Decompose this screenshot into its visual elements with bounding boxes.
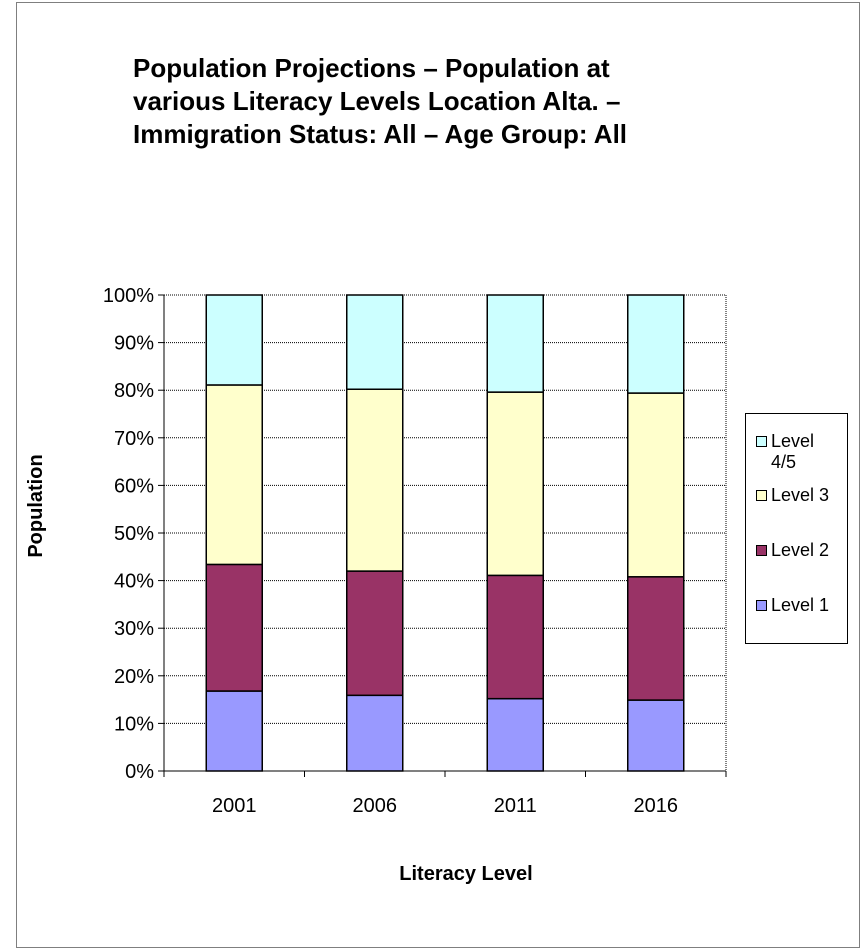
- y-tick-label: 0%: [125, 761, 154, 783]
- bar-segment: [486, 294, 544, 393]
- y-tick-label: 40%: [114, 571, 154, 593]
- bar-segment: [627, 699, 685, 772]
- legend-label: Level 1: [771, 595, 830, 615]
- bar-segment: [205, 384, 263, 566]
- legend-item: Level 1: [756, 595, 841, 616]
- chart-frame: [16, 2, 860, 948]
- legend-swatch: [756, 545, 767, 556]
- x-axis-title: Literacy Level: [399, 863, 532, 885]
- bar-segment: [346, 694, 404, 772]
- y-tick-label: 20%: [114, 666, 154, 688]
- bar-segment: [627, 576, 685, 701]
- chart-legend: Level 4/5 Level 3 Level 2 Level 1: [745, 413, 848, 644]
- bar-segment: [205, 690, 263, 772]
- bar-segment: [205, 294, 263, 386]
- bar-segment: [346, 570, 404, 697]
- bar-segment: [205, 563, 263, 692]
- legend-swatch: [756, 600, 767, 611]
- x-tick-label: 2006: [353, 795, 398, 817]
- bar-segment: [486, 574, 544, 700]
- legend-item: Level 2: [756, 540, 841, 561]
- y-tick-label: 100%: [103, 285, 154, 307]
- y-axis-title: Population: [25, 454, 47, 557]
- y-tick-label: 50%: [114, 523, 154, 545]
- y-tick-label: 70%: [114, 428, 154, 450]
- legend-label: Level 4/5: [771, 431, 815, 472]
- bar-segment: [486, 391, 544, 577]
- y-tick-label: 80%: [114, 380, 154, 402]
- legend-label: Level 2: [771, 540, 830, 560]
- legend-item: Level 3: [756, 485, 841, 506]
- legend-item: Level 4/5: [756, 431, 841, 473]
- y-tick-label: 10%: [114, 713, 154, 735]
- y-tick-label: 60%: [114, 475, 154, 497]
- bar-segment: [346, 294, 404, 390]
- chart-title: Population Projections – Population at v…: [133, 53, 628, 149]
- x-tick-label: 2011: [494, 795, 537, 817]
- legend-swatch: [756, 490, 767, 501]
- legend-label: Level 3: [771, 485, 830, 505]
- x-tick-label: 2016: [634, 795, 679, 817]
- bar-segment: [627, 294, 685, 394]
- x-tick-label: 2001: [212, 795, 257, 817]
- y-tick-label: 90%: [114, 333, 154, 355]
- bar-segment: [627, 392, 685, 578]
- y-tick-label: 30%: [114, 618, 154, 640]
- legend-swatch: [756, 436, 767, 447]
- bar-segment: [346, 388, 404, 572]
- bar-segment: [486, 697, 544, 772]
